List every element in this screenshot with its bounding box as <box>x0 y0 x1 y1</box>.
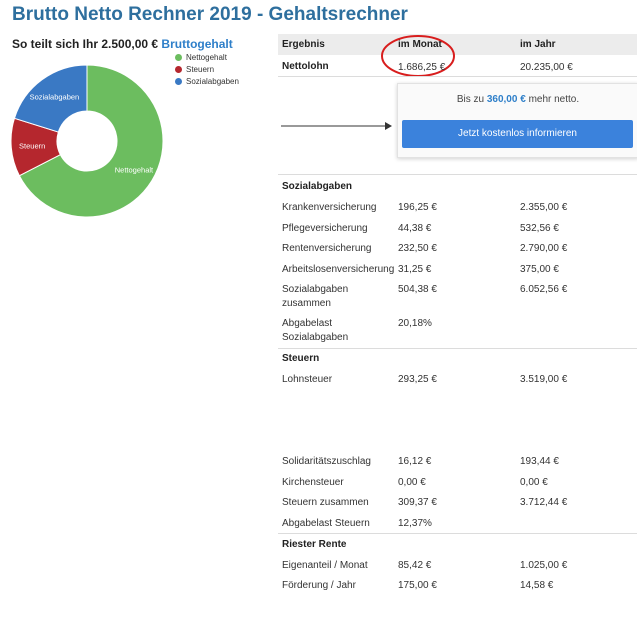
row-jahr: 2.790,00 € <box>520 243 568 254</box>
row-jahr: 0,00 € <box>520 477 548 488</box>
row-monat: 504,38 € <box>398 284 437 295</box>
promo-amount: 360,00 € <box>486 94 526 105</box>
legend-dot-icon <box>175 78 182 86</box>
row-monat: 175,00 € <box>398 580 437 591</box>
row-monat: 44,38 € <box>398 223 432 234</box>
netto-monat: 1.686,25 € <box>398 62 446 73</box>
section-title-sozialabgaben: Sozialabgaben <box>282 181 353 192</box>
legend-item[interactable]: Steuern <box>175 64 239 76</box>
row-label: Rentenversicherung <box>282 243 372 254</box>
row-label-line2: zusammen <box>282 298 331 309</box>
row-monat: 293,25 € <box>398 374 437 385</box>
legend-label: Nettogehalt <box>186 53 227 62</box>
row-label: Abgabelast <box>282 318 333 329</box>
row-label: Solidaritätszuschlag <box>282 456 371 467</box>
arrow-right-icon <box>281 122 392 130</box>
header-ergebnis: Ergebnis <box>282 39 325 50</box>
row-jahr: 2.355,00 € <box>520 202 568 213</box>
header-im-jahr: im Jahr <box>520 39 556 50</box>
divider <box>278 533 637 534</box>
slice-label-sozialabgaben: Sozialabgaben <box>30 93 80 102</box>
section-title-riester: Riester Rente <box>282 539 347 550</box>
donut-chart: Nettogehalt Steuern Sozialabgaben <box>10 64 164 218</box>
subtitle-text: So teilt sich Ihr 2.500,00 € <box>12 37 159 51</box>
row-jahr: 14,58 € <box>520 580 554 591</box>
row-monat: 16,12 € <box>398 456 432 467</box>
chart-subtitle: So teilt sich Ihr 2.500,00 € Bruttogehal… <box>12 37 233 51</box>
netto-label: Nettolohn <box>282 61 329 72</box>
row-jahr: 3.519,00 € <box>520 374 568 385</box>
row-jahr: 3.712,44 € <box>520 497 568 508</box>
divider <box>278 76 637 77</box>
promo-text-pre: Bis zu <box>456 94 485 105</box>
row-label-line2: Sozialabgaben <box>282 332 349 343</box>
row-monat: 196,25 € <box>398 202 437 213</box>
row-jahr: 193,44 € <box>520 456 559 467</box>
row-jahr: 375,00 € <box>520 264 559 275</box>
legend-label: Sozialabgaben <box>186 77 239 86</box>
row-monat: 85,42 € <box>398 560 432 571</box>
promo-text-post: mehr netto. <box>528 94 580 105</box>
divider <box>278 348 637 349</box>
info-button[interactable]: Jetzt kostenlos informieren <box>402 120 633 148</box>
header-im-monat: im Monat <box>398 39 442 50</box>
page-title: Brutto Netto Rechner 2019 - Gehaltsrechn… <box>12 4 408 25</box>
promo-text: Bis zu 360,00 € mehr netto. <box>398 94 637 105</box>
row-label: Förderung / Jahr <box>282 580 356 591</box>
legend-dot-icon <box>175 54 182 62</box>
row-label: Eigenanteil / Monat <box>282 560 368 571</box>
promo-box: Bis zu 360,00 € mehr netto. Jetzt kosten… <box>397 83 637 158</box>
table-header: Ergebnis im Monat im Jahr <box>278 34 637 55</box>
row-label: Abgabelast Steuern <box>282 518 370 529</box>
netto-jahr: 20.235,00 € <box>520 62 573 73</box>
row-monat: 31,25 € <box>398 264 432 275</box>
row-monat: 12,37% <box>398 518 432 529</box>
legend-label: Steuern <box>186 65 215 74</box>
legend-item[interactable]: Nettogehalt <box>175 52 239 64</box>
row-monat: 20,18% <box>398 318 432 329</box>
row-label: Lohnsteuer <box>282 374 333 385</box>
slice-label-nettogehalt: Nettogehalt <box>115 166 154 175</box>
row-jahr: 6.052,56 € <box>520 284 568 295</box>
legend-item[interactable]: Sozialabgaben <box>175 76 239 88</box>
section-title-steuern: Steuern <box>282 353 320 364</box>
slice-sozialabgaben[interactable] <box>13 64 88 133</box>
row-label: Steuern zusammen <box>282 497 369 508</box>
row-label: Arbeitslosenversicherung <box>282 264 395 275</box>
slice-nettogehalt[interactable] <box>18 64 164 218</box>
divider <box>278 174 637 175</box>
row-jahr: 532,56 € <box>520 223 559 234</box>
row-jahr: 1.025,00 € <box>520 560 568 571</box>
row-monat: 0,00 € <box>398 477 426 488</box>
row-label: Kirchensteuer <box>282 477 344 488</box>
row-label: Pflegeversicherung <box>282 223 368 234</box>
legend-dot-icon <box>175 66 182 74</box>
row-label: Sozialabgaben <box>282 284 349 295</box>
chart-legend: Nettogehalt Steuern Sozialabgaben <box>175 52 239 88</box>
slice-label-steuern: Steuern <box>19 142 45 151</box>
subtitle-highlight: Bruttogehalt <box>161 37 233 51</box>
row-monat: 232,50 € <box>398 243 437 254</box>
row-label: Krankenversicherung <box>282 202 377 213</box>
row-monat: 309,37 € <box>398 497 437 508</box>
